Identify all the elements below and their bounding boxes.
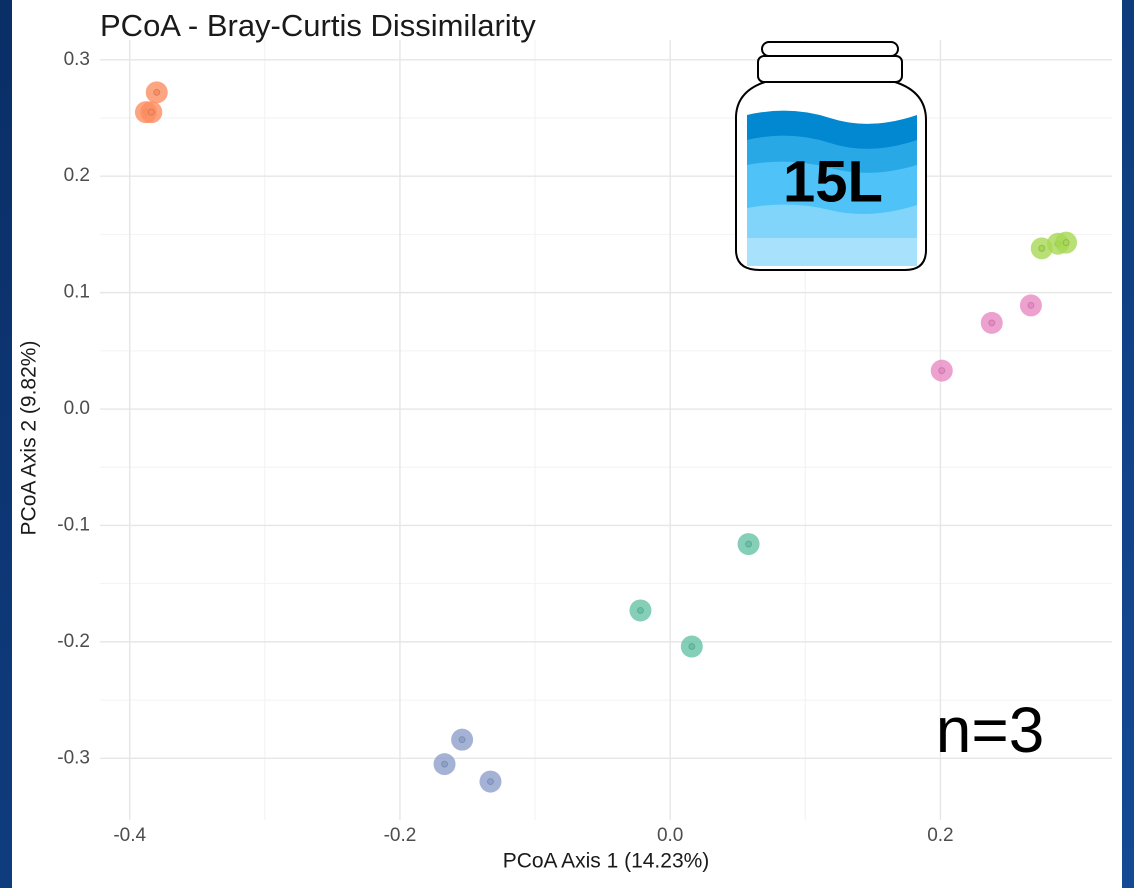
point — [629, 599, 651, 621]
point — [681, 636, 703, 658]
point-core — [442, 761, 448, 767]
point-core — [487, 779, 493, 785]
chart: PCoA - Bray-Curtis Dissimilarity PCoA Ax… — [0, 0, 1134, 888]
y-tick-label: -0.3 — [57, 747, 90, 768]
point-core — [1063, 240, 1069, 246]
point-core — [1039, 245, 1045, 251]
point-core — [1028, 302, 1034, 308]
point-core — [746, 541, 752, 547]
y-axis-title: PCoA Axis 2 (9.82%) — [18, 341, 41, 536]
point — [146, 81, 168, 103]
point-core — [459, 737, 465, 743]
point — [479, 771, 501, 793]
point-core — [148, 109, 154, 115]
point — [1055, 232, 1077, 254]
point-core — [689, 644, 695, 650]
point — [434, 753, 456, 775]
point — [1020, 294, 1042, 316]
jar-label: 15L — [783, 149, 883, 214]
x-tick-label: 0.0 — [657, 825, 683, 846]
sample-size: n=3 — [936, 694, 1045, 766]
y-tick-label: 0.2 — [64, 165, 90, 186]
point — [931, 360, 953, 382]
y-tick-label: 0.0 — [64, 398, 90, 419]
point-core — [989, 320, 995, 326]
point-core — [637, 607, 643, 613]
y-tick-label: 0.3 — [64, 49, 90, 70]
y-tick-label: -0.1 — [57, 514, 90, 535]
jar-icon: 15L — [736, 42, 926, 270]
x-tick-label: -0.2 — [384, 825, 417, 846]
point-core — [939, 368, 945, 374]
point — [738, 533, 760, 555]
x-tick-label: -0.4 — [113, 825, 146, 846]
point-core — [154, 89, 160, 95]
point — [140, 101, 162, 123]
page: {"chart_data": {"type": "scatter", "titl… — [0, 0, 1134, 888]
chart-title: PCoA - Bray-Curtis Dissimilarity — [100, 8, 536, 43]
x-tick-label: 0.2 — [927, 825, 953, 846]
y-tick-label: 0.1 — [64, 282, 90, 303]
point — [981, 312, 1003, 334]
y-tick-label: -0.2 — [57, 631, 90, 652]
point — [451, 729, 473, 751]
x-axis-title: PCoA Axis 1 (14.23%) — [503, 850, 710, 873]
